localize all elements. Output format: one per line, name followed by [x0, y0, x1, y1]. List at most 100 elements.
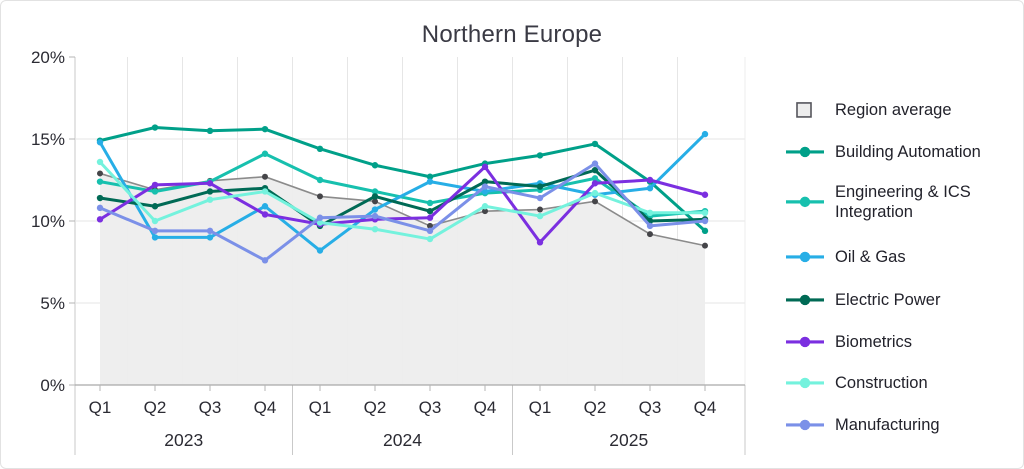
data-point[interactable]	[701, 209, 709, 216]
data-point[interactable]	[591, 175, 599, 182]
x-tick-label: Q1	[309, 398, 332, 417]
legend-item-manufacturing[interactable]: Manufacturing	[786, 415, 1017, 435]
data-point[interactable]	[206, 196, 214, 203]
legend-item-region-average[interactable]: Region average	[786, 100, 1017, 120]
data-point[interactable]	[426, 227, 434, 235]
data-point[interactable]	[701, 217, 709, 225]
data-point[interactable]	[206, 234, 214, 241]
data-point[interactable]	[151, 227, 159, 235]
data-point[interactable]	[481, 163, 489, 171]
x-tick-label: Q2	[144, 398, 167, 417]
data-point[interactable]	[261, 203, 269, 210]
series-manufacturing[interactable]	[96, 160, 709, 264]
data-point[interactable]	[426, 173, 434, 180]
series-oil-gas[interactable]	[96, 130, 709, 254]
series-biometrics[interactable]	[96, 163, 709, 246]
data-point[interactable]	[151, 188, 159, 195]
data-point[interactable]	[316, 214, 324, 221]
series-line-swatch-icon	[786, 336, 824, 348]
legend-item-oil-gas[interactable]: Oil & Gas	[786, 247, 1017, 267]
data-point[interactable]	[316, 219, 324, 226]
data-point[interactable]	[151, 217, 159, 225]
data-point[interactable]	[481, 183, 489, 190]
data-point[interactable]	[591, 140, 599, 148]
legend-label: Engineering & ICS Integration	[835, 182, 971, 221]
data-point[interactable]	[536, 194, 544, 202]
data-point[interactable]	[536, 152, 544, 159]
data-point[interactable]	[481, 188, 489, 195]
data-point[interactable]	[371, 193, 379, 200]
x-tick-label: Q1	[89, 398, 112, 417]
data-point[interactable]	[536, 239, 544, 246]
data-point[interactable]	[316, 145, 324, 153]
data-point[interactable]	[206, 227, 214, 235]
data-point[interactable]	[646, 185, 654, 192]
data-point[interactable]	[316, 247, 324, 254]
x-tick-label: Q3	[419, 398, 442, 417]
region-average-swatch-icon	[796, 102, 812, 118]
data-point[interactable]	[151, 181, 159, 189]
y-axis-labels: 0% 5% 10% 15% 20%	[31, 48, 65, 395]
data-point[interactable]	[591, 160, 599, 167]
data-point[interactable]	[701, 130, 709, 138]
data-point[interactable]	[481, 203, 489, 210]
data-point[interactable]	[426, 207, 434, 215]
x-axis-labels: Q1 Q2 Q3 Q4 Q1 Q2 Q3 Q4 Q1 Q2 Q3 Q4 2023 2024 2025	[89, 398, 717, 450]
data-point[interactable]	[426, 235, 434, 243]
legend-label: Building Automation	[835, 142, 981, 161]
data-point[interactable]	[371, 212, 379, 220]
data-point[interactable]	[261, 150, 269, 157]
legend-item-construction[interactable]: Construction	[786, 373, 1017, 393]
data-point[interactable]	[371, 226, 379, 233]
data-point[interactable]	[591, 166, 599, 174]
data-point[interactable]	[151, 234, 159, 241]
data-point[interactable]	[96, 139, 104, 146]
data-point[interactable]	[591, 189, 599, 197]
data-point[interactable]	[316, 176, 324, 184]
series-line-swatch-icon	[786, 196, 824, 208]
data-point[interactable]	[646, 176, 654, 184]
legend-item-electric-power[interactable]: Electric Power	[786, 290, 1017, 310]
data-point[interactable]	[96, 194, 104, 202]
data-point[interactable]	[206, 188, 214, 195]
y-tick-label: 5%	[40, 294, 65, 313]
legend-item-building-automation[interactable]: Building Automation	[786, 142, 1017, 162]
data-point[interactable]	[646, 222, 654, 230]
data-point[interactable]	[151, 124, 159, 131]
data-point[interactable]	[701, 191, 709, 198]
data-point[interactable]	[701, 227, 709, 235]
data-point[interactable]	[481, 178, 489, 185]
data-point[interactable]	[591, 180, 599, 187]
data-point[interactable]	[261, 211, 269, 218]
legend-label: Manufacturing	[835, 415, 940, 434]
data-point[interactable]	[426, 214, 434, 221]
data-point[interactable]	[151, 203, 159, 210]
data-point[interactable]	[426, 199, 434, 207]
data-point[interactable]	[426, 178, 434, 185]
data-point[interactable]	[261, 257, 269, 264]
legend-item-biometrics[interactable]: Biometrics	[786, 332, 1017, 352]
data-point[interactable]	[646, 209, 654, 216]
x-tick-label: Q3	[199, 398, 222, 417]
data-point[interactable]	[96, 216, 104, 223]
series-construction[interactable]	[96, 158, 709, 243]
data-point[interactable]	[371, 162, 379, 169]
data-point[interactable]	[206, 127, 214, 134]
data-point[interactable]	[371, 188, 379, 195]
data-point[interactable]	[261, 188, 269, 195]
data-point[interactable]	[96, 178, 104, 185]
legend-item-engineering-ics-integration[interactable]: Engineering & ICS Integration	[786, 182, 1017, 222]
series-building-automation[interactable]	[96, 124, 709, 235]
data-point[interactable]	[536, 212, 544, 220]
x-tick-label: Q2	[364, 398, 387, 417]
legend-label: Region average	[835, 100, 952, 119]
series-line-swatch-icon	[786, 294, 824, 306]
legend-label: Construction	[835, 373, 928, 392]
data-point[interactable]	[371, 206, 379, 213]
data-point[interactable]	[96, 158, 104, 166]
data-point[interactable]	[261, 125, 269, 133]
data-point[interactable]	[536, 183, 544, 190]
data-point[interactable]	[96, 204, 104, 212]
axes	[69, 56, 746, 455]
data-point[interactable]	[206, 180, 214, 187]
